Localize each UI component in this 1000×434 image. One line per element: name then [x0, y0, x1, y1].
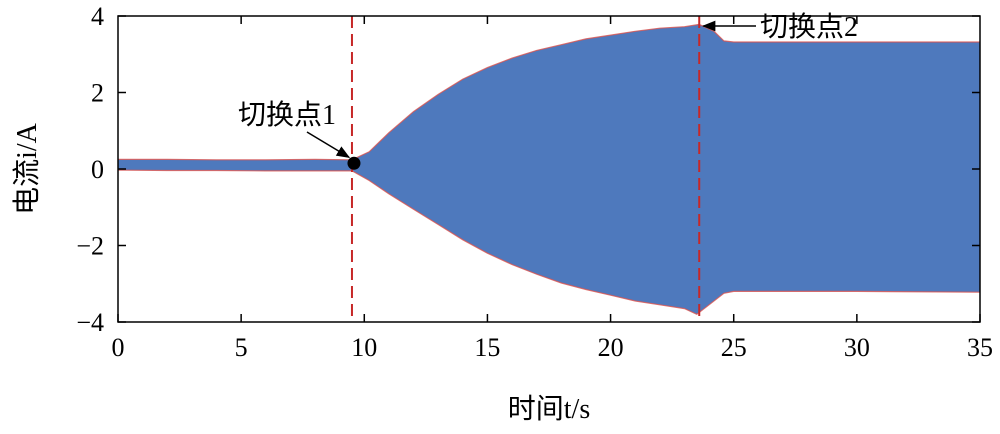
y-tick-label: 2 — [91, 79, 104, 108]
switch-point-1-dot — [347, 156, 361, 170]
switch-point-1-arrow — [306, 131, 351, 158]
x-tick-label: 5 — [235, 333, 248, 362]
x-tick-label: 10 — [351, 333, 377, 362]
x-tick-label: 20 — [598, 333, 624, 362]
x-tick-label: 35 — [967, 333, 993, 362]
switch-point-1-label: 切换点1 — [238, 99, 336, 131]
y-tick-label: 0 — [91, 155, 104, 184]
current-envelope-area — [118, 24, 980, 315]
x-tick-label: 15 — [474, 333, 500, 362]
switch-point-2-label: 切换点2 — [760, 11, 858, 43]
y-tick-label: 4 — [91, 2, 104, 31]
x-tick-label: 25 — [721, 333, 747, 362]
x-tick-label: 0 — [112, 333, 125, 362]
y-tick-label: −4 — [76, 308, 104, 337]
current-lower-edge — [117, 169, 981, 315]
y-tick-label: −2 — [76, 232, 104, 261]
x-tick-label: 30 — [844, 333, 870, 362]
x-axis-title: 时间t/s — [508, 393, 590, 425]
y-axis-title: 电流i/A — [11, 122, 43, 215]
